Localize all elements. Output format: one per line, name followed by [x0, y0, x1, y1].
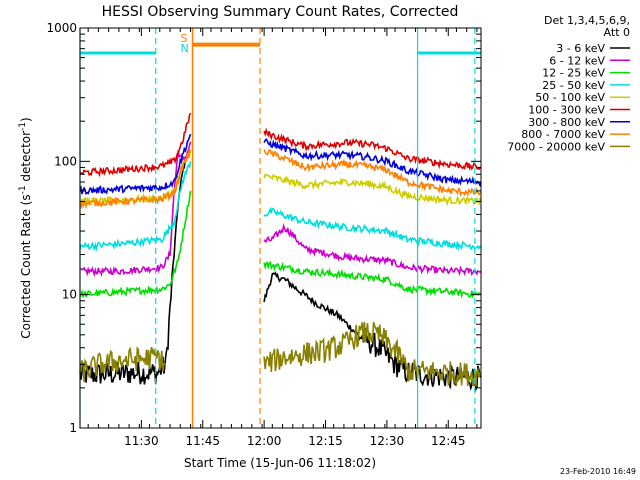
series-0-segment-1: [263, 271, 482, 393]
x-axis: 11:30 11:45 12:00 12:15 12:30 12:45: [87, 28, 478, 448]
series-1-segment-1: [263, 222, 482, 277]
chart-title: HESSI Observing Summary Count Rates, Cor…: [102, 4, 459, 20]
y-label-part1: Corrected Count Rate (s: [19, 194, 33, 338]
series-7-segment-0: [79, 148, 192, 210]
legend-label-7: 800 - 7000 keV: [521, 128, 605, 141]
x-tick-label-5: 12:45: [431, 434, 466, 448]
y-label-part2: detector: [19, 131, 33, 186]
legend-label-3: 25 - 50 keV: [542, 79, 605, 92]
legend-label-1: 6 - 12 keV: [549, 54, 605, 67]
series-1-segment-0: [79, 141, 192, 278]
plot-frame: [79, 27, 482, 429]
legend-label-5: 100 - 300 keV: [528, 104, 605, 117]
plot-area: SN: [79, 28, 482, 428]
series-6-segment-1: [263, 138, 482, 188]
x-axis-label: Start Time (15-Jun-06 11:18:02): [184, 456, 376, 470]
saa-label-n: N: [181, 42, 189, 55]
x-tick-label-3: 12:15: [308, 434, 343, 448]
y-tick-label-1: 10: [62, 288, 77, 302]
x-tick-label-1: 11:45: [185, 434, 220, 448]
y-axis-label: Corrected Count Rate (s-1 detector-1): [18, 117, 33, 338]
y-label-sup1: -1: [18, 185, 28, 194]
series-2-segment-0: [79, 190, 192, 298]
footer-date: 23-Feb-2010 16:49: [560, 467, 636, 476]
series-group: [79, 112, 482, 393]
series-3-segment-0: [79, 161, 192, 252]
series-8-segment-1: [263, 321, 482, 388]
series-4-segment-1: [263, 173, 482, 207]
x-tick-label-2: 12:00: [247, 434, 282, 448]
saa-label-s: S: [181, 32, 188, 45]
legend-label-8: 7000 - 20000 keV: [507, 140, 605, 153]
y-label-part3: ): [19, 117, 33, 122]
y-tick-label-0: 1: [69, 421, 77, 435]
series-5-segment-1: [263, 127, 482, 171]
y-axis: 1 10 100 1000: [46, 21, 481, 435]
series-7-segment-1: [263, 149, 482, 198]
series-6-segment-0: [79, 133, 192, 196]
legend-label-0: 3 - 6 keV: [556, 42, 605, 55]
series-5-segment-0: [79, 112, 192, 178]
legend-label-6: 300 - 800 keV: [528, 116, 605, 129]
legend-label-2: 12 - 25 keV: [542, 67, 605, 80]
y-tick-label-2: 100: [54, 154, 77, 168]
x-tick-label-4: 12:30: [370, 434, 405, 448]
legend-header-1: Att 0: [604, 26, 630, 39]
series-0-segment-0: [79, 148, 191, 385]
series-2-segment-1: [263, 260, 482, 300]
series-3-segment-1: [263, 206, 482, 251]
series-8-segment-0: [79, 346, 167, 383]
y-tick-label-3: 1000: [46, 21, 77, 35]
y-label-sup2: -1: [18, 122, 28, 131]
legend-header-0: Det 1,3,4,5,6,9,: [544, 14, 630, 27]
x-tick-label-0: 11:30: [124, 434, 159, 448]
legend-label-4: 50 - 100 keV: [535, 91, 605, 104]
